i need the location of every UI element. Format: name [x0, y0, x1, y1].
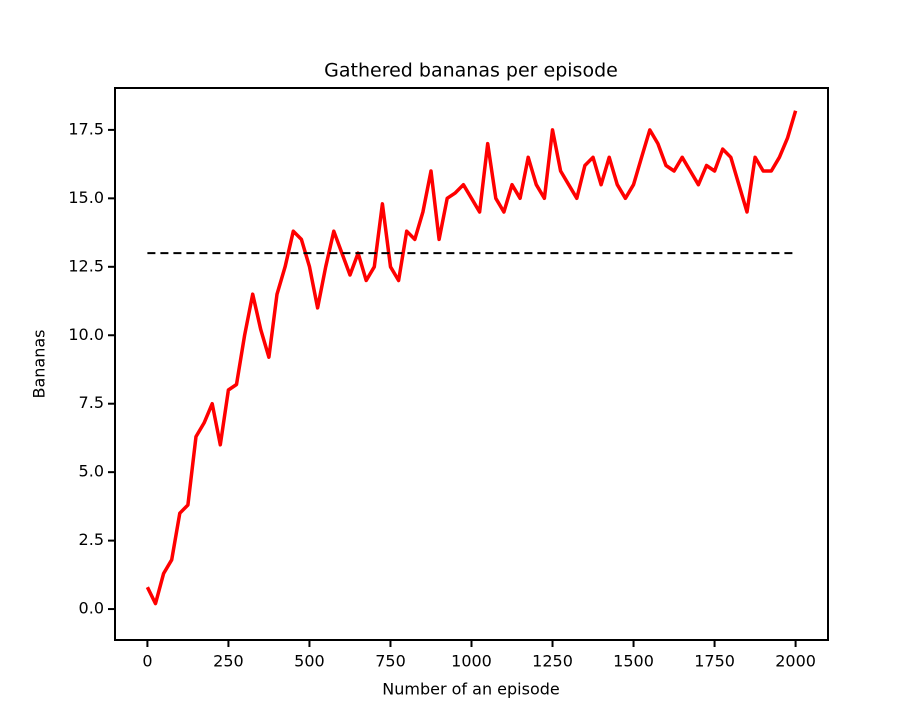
- y-tick-label: 12.5: [68, 256, 104, 275]
- x-tick-label: 2000: [775, 652, 816, 671]
- x-tick-label: 1500: [613, 652, 654, 671]
- data-line: [145, 110, 798, 606]
- x-axis-label: Number of an episode: [382, 680, 559, 699]
- y-axis-label: Bananas: [30, 329, 49, 398]
- chart-title: Gathered bananas per episode: [324, 60, 618, 82]
- x-tick-label: 1750: [694, 652, 735, 671]
- y-tick-label: 10.0: [68, 325, 104, 344]
- plot-frame: [114, 87, 829, 641]
- x-tick-label: 250: [213, 652, 244, 671]
- y-tick-label: 15.0: [68, 188, 104, 207]
- x-tick-label: 750: [375, 652, 406, 671]
- y-tick-label: 0.0: [79, 599, 104, 618]
- x-tick-label: 1000: [451, 652, 492, 671]
- x-tick-label: 0: [142, 652, 152, 671]
- y-tick-label: 5.0: [79, 462, 104, 481]
- y-tick-label: 2.5: [79, 530, 104, 549]
- x-tick-label: 1250: [532, 652, 573, 671]
- x-tick-label: 500: [294, 652, 325, 671]
- y-tick-label: 7.5: [79, 393, 104, 412]
- y-tick-label: 17.5: [68, 119, 104, 138]
